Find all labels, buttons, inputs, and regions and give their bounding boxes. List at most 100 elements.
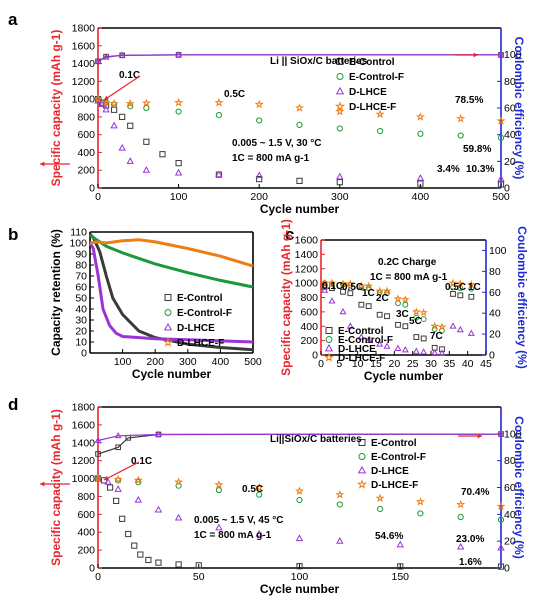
y2-tick-label: 0	[504, 563, 510, 575]
data-point	[382, 286, 392, 295]
x-tick-label: 100	[291, 571, 309, 583]
data-point	[256, 117, 263, 124]
data-point	[131, 542, 138, 549]
annotation: 0.5C	[242, 484, 263, 495]
data-point	[154, 505, 163, 513]
data-point	[215, 523, 223, 531]
ce-point	[115, 444, 121, 451]
y2-axis-title: Coulombic efficiency (%)	[512, 37, 526, 180]
data-point	[402, 323, 409, 330]
data-point	[497, 516, 505, 523]
data-point	[94, 474, 102, 482]
data-point	[114, 485, 122, 492]
data-point	[346, 279, 355, 288]
y-tick-label: 800	[77, 111, 95, 123]
data-point	[174, 513, 183, 521]
data-point	[93, 473, 103, 483]
data-point	[412, 307, 421, 316]
data-point	[215, 112, 222, 119]
y2-tick-label: 20	[504, 156, 516, 168]
y-tick-label: 1000	[295, 278, 319, 290]
data-point	[294, 103, 305, 112]
data-point	[431, 348, 439, 356]
arrow-line	[103, 461, 140, 481]
y-tick-label: 50	[75, 293, 87, 305]
y-axis-title: Capacity retention (%)	[49, 229, 63, 356]
annotation: 2C	[376, 293, 389, 304]
data-point	[456, 279, 465, 288]
data-point	[402, 301, 409, 308]
data-point	[456, 499, 466, 509]
x-tick-label: 30	[425, 358, 437, 370]
data-point	[375, 286, 384, 295]
legend-marker	[357, 465, 367, 474]
data-point	[174, 168, 183, 176]
annotation: 0.1C	[322, 281, 343, 292]
data-point	[134, 495, 143, 503]
data-point	[396, 540, 404, 548]
data-point	[457, 292, 464, 299]
y-axis-title: Specific capacity (mAh g-1)	[49, 409, 63, 566]
legend-marker	[335, 86, 345, 95]
y2-tick-label: 80	[504, 76, 516, 88]
data-point	[296, 177, 303, 184]
arrow-head	[104, 475, 109, 481]
data-point	[384, 313, 390, 320]
legend-label: D-LHCE	[177, 323, 215, 334]
y-tick-label: 1000	[72, 473, 96, 485]
legend-marker	[323, 352, 335, 362]
y2-tick-label: 60	[489, 287, 501, 299]
data-point	[127, 103, 134, 110]
data-point	[256, 491, 263, 498]
x-tick-label: 35	[443, 358, 455, 370]
ce-point	[94, 436, 102, 443]
data-point	[401, 295, 410, 304]
data-point	[496, 501, 506, 511]
data-point	[340, 288, 346, 295]
y-tick-label: 1800	[72, 402, 96, 414]
data-point	[497, 563, 505, 570]
series-line	[88, 242, 254, 344]
legend-label: E-Control	[338, 326, 384, 337]
data-point	[417, 510, 424, 517]
data-point	[457, 132, 464, 139]
annotation: 0.1C	[131, 456, 152, 467]
legend-label: D-LHCE	[371, 466, 409, 477]
data-point	[127, 122, 134, 129]
data-point	[468, 293, 475, 300]
x-tick-label: 300	[179, 356, 197, 368]
y2-tick-label: 40	[504, 129, 516, 141]
y-tick-label: 200	[77, 545, 95, 557]
data-point	[135, 479, 142, 486]
y2-tick-label: 40	[504, 509, 516, 521]
data-point	[395, 300, 401, 307]
arrow-line	[103, 75, 141, 101]
x-tick-label: 5	[336, 358, 342, 370]
legend-label: E-Control	[349, 57, 395, 68]
annotation: 1C = 800 mA g-1	[232, 153, 310, 164]
x-tick-label: 200	[250, 191, 268, 203]
data-point	[497, 134, 505, 141]
y-tick-label: 60	[75, 282, 87, 294]
data-point	[336, 125, 343, 132]
data-point	[468, 285, 475, 292]
x-tick-label: 150	[391, 571, 409, 583]
data-point	[175, 561, 182, 568]
legend-marker	[334, 101, 346, 111]
legend-marker	[162, 337, 174, 347]
data-point	[377, 128, 384, 135]
y-tick-label: 400	[77, 147, 95, 159]
series-line	[89, 238, 254, 268]
series-line	[88, 233, 254, 352]
y2-tick-label: 80	[504, 455, 516, 467]
y2-tick-label: 60	[504, 482, 516, 494]
y-axis-title: Specific capacity (mAh g-1)	[279, 219, 293, 376]
arrow-head	[104, 95, 109, 100]
data-point	[377, 505, 384, 513]
data-point	[449, 322, 457, 329]
data-point	[375, 109, 385, 119]
data-point	[335, 106, 345, 116]
data-point	[375, 493, 385, 503]
legend-marker	[325, 336, 333, 343]
data-point	[358, 301, 365, 308]
